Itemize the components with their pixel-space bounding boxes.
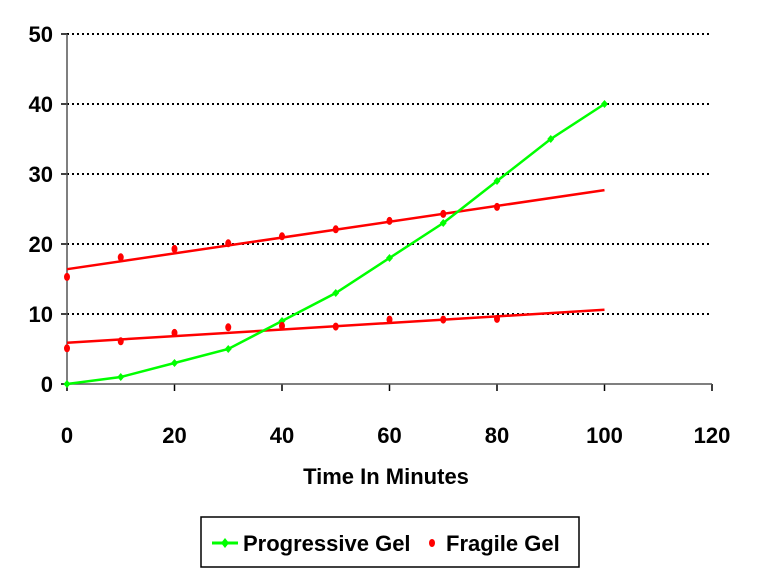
x-tick-label: 40 xyxy=(270,423,294,448)
data-point xyxy=(440,315,447,324)
x-tick-label: 0 xyxy=(61,423,73,448)
data-point xyxy=(386,315,393,324)
y-tick-label: 0 xyxy=(41,372,53,397)
legend-box xyxy=(200,516,580,568)
y-tick-label: 20 xyxy=(29,232,53,257)
data-point xyxy=(225,323,232,332)
data-point xyxy=(547,135,555,143)
y-tick-label: 50 xyxy=(29,22,53,47)
data-point xyxy=(332,289,340,297)
axes xyxy=(61,33,713,391)
data-point xyxy=(117,373,125,381)
legend: Progressive Gel Fragile Gel xyxy=(200,516,580,568)
x-tick-label: 60 xyxy=(377,423,401,448)
tick-labels: 0 10 20 30 40 50 0 20 40 60 80 100 120 xyxy=(29,22,731,448)
series-2 xyxy=(64,314,500,353)
data-point xyxy=(117,337,124,346)
data-point xyxy=(171,244,178,253)
x-tick-label: 120 xyxy=(694,423,731,448)
data-point xyxy=(440,209,447,218)
trendlines xyxy=(66,188,605,344)
data-point xyxy=(117,253,124,262)
data-point xyxy=(386,216,393,225)
data-point xyxy=(279,321,285,330)
x-axis-label: Time In Minutes xyxy=(303,464,469,489)
data-point xyxy=(63,380,71,388)
x-tick-label: 80 xyxy=(485,423,509,448)
y-tick-label: 40 xyxy=(29,92,53,117)
data-point xyxy=(332,322,339,331)
data-point xyxy=(332,225,339,234)
data-point xyxy=(386,254,393,262)
data-point xyxy=(171,328,178,337)
grid xyxy=(67,33,712,315)
data-point xyxy=(225,239,232,248)
data-point xyxy=(171,359,178,367)
y-tick-label: 10 xyxy=(29,302,53,327)
series-0 xyxy=(63,100,608,388)
y-tick-label: 30 xyxy=(29,162,53,187)
legend-marker-progressive xyxy=(221,538,229,548)
series-1 xyxy=(64,202,500,281)
data-point xyxy=(224,345,232,353)
data-point xyxy=(439,219,447,227)
legend-label-fragile: Fragile Gel xyxy=(446,531,560,556)
x-tick-label: 100 xyxy=(586,423,623,448)
data-point xyxy=(64,344,70,353)
legend-label-progressive: Progressive Gel xyxy=(243,531,411,556)
data-point xyxy=(493,177,501,185)
data-point xyxy=(601,100,608,108)
series xyxy=(63,100,608,388)
data-point xyxy=(494,314,500,323)
data-point xyxy=(494,202,500,211)
x-tick-label: 20 xyxy=(162,423,186,448)
data-point xyxy=(64,272,70,281)
legend-marker-fragile xyxy=(429,539,435,547)
data-point xyxy=(279,232,285,241)
